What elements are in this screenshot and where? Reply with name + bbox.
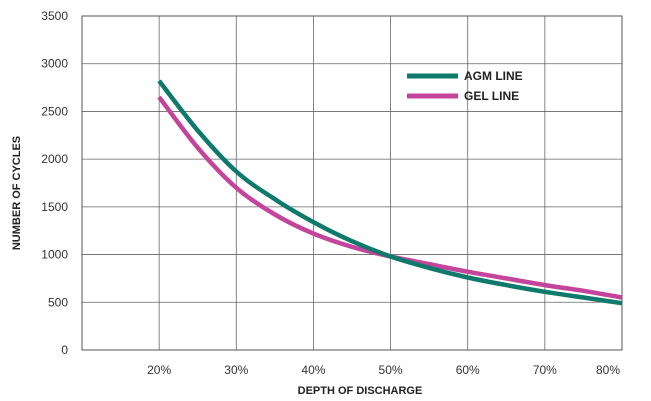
x-tick-label: 60% (456, 363, 480, 377)
y-axis-tick-labels: 0 500 1000 1500 2000 2500 3000 3500 (41, 9, 68, 357)
series-lines (157, 79, 623, 306)
x-axis-tick-labels: 20% 30% 40% 50% 60% 70% 80% (147, 363, 620, 377)
y-tick-label: 2500 (41, 104, 68, 118)
x-tick-label: 50% (379, 363, 403, 377)
y-axis-title: NUMBER OF CYCLES (11, 136, 23, 250)
x-tick-label: 40% (301, 363, 325, 377)
series-line-agm (157, 79, 623, 306)
y-tick-label: 1000 (41, 248, 68, 262)
x-tick-label: 80% (596, 363, 620, 377)
y-tick-label: 2000 (41, 152, 68, 166)
y-tick-label: 500 (48, 295, 68, 309)
legend-label-gel: GEL LINE (464, 89, 519, 103)
grid-lines (82, 15, 623, 351)
x-tick-label: 20% (147, 363, 171, 377)
legend-label-agm: AGM LINE (464, 69, 523, 83)
x-axis-title: DEPTH OF DISCHARGE (298, 385, 423, 397)
y-tick-label: 0 (61, 343, 68, 357)
y-tick-label: 3500 (41, 9, 68, 23)
plot-area-frame (81, 15, 623, 351)
x-tick-label: 30% (224, 363, 248, 377)
x-tick-label: 70% (533, 363, 557, 377)
y-tick-label: 1500 (41, 200, 68, 214)
y-tick-label: 3000 (41, 57, 68, 71)
legend: AGM LINE GEL LINE (407, 69, 523, 103)
